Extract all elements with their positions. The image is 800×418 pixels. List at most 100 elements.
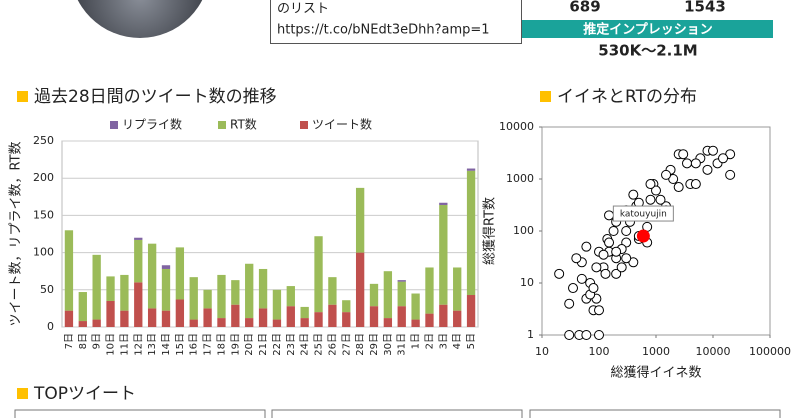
section-title: 過去28日間のツイート数の推移 (34, 87, 277, 107)
point (571, 253, 582, 264)
plot-frame (541, 126, 771, 336)
bar-segment (397, 280, 406, 282)
point (581, 241, 592, 252)
y-tick-label: 10 (520, 276, 534, 289)
legend-label: リプライ数 (122, 117, 182, 132)
x-tick-label: 100000 (749, 345, 791, 358)
bar-segment (439, 202, 448, 205)
x-tick-label: 31日 (397, 333, 408, 356)
bar-segment (411, 319, 420, 327)
section-marker (17, 388, 28, 399)
bar-segment (342, 300, 351, 313)
point (591, 262, 602, 273)
bar-segment (175, 247, 185, 300)
list-box (270, 0, 522, 44)
list-text: のリスト (277, 2, 329, 17)
section-marker (17, 91, 28, 102)
bar-segment (120, 274, 129, 311)
bar-segment (134, 239, 143, 283)
impression-value: 530K～2.1M (598, 42, 697, 60)
bar-segment (466, 295, 476, 327)
bar-segment (314, 236, 323, 313)
list-url: https://t.co/bNEdt3eDhh?amp=1 (277, 23, 490, 38)
bar-segment (369, 283, 379, 307)
point (645, 179, 656, 190)
point (588, 283, 599, 294)
bar-segment (383, 318, 393, 327)
x-tick-label: 7日 (64, 333, 75, 349)
bar-segment (286, 306, 295, 327)
bar-segment (286, 286, 295, 307)
x-tick-label: 10000 (696, 345, 731, 358)
bar-segment (411, 293, 420, 320)
point (564, 330, 575, 340)
impression-label: 推定インプレッション (583, 22, 713, 38)
x-tick-label: 5日 (466, 333, 477, 349)
bar-segment (355, 252, 365, 327)
bar-segment (92, 254, 101, 320)
x-tick-label: 1日 (411, 333, 422, 349)
section-title: TOPツイート (33, 384, 136, 404)
point (598, 249, 609, 260)
bar-segment (203, 308, 212, 327)
x-tick-label: 15日 (175, 333, 186, 356)
bar-segment (397, 281, 406, 307)
x-tick-label: 24日 (300, 333, 311, 356)
bar-segment (203, 289, 212, 309)
point (608, 226, 619, 236)
bar-segment (425, 267, 434, 314)
y-tick-label: 0 (47, 320, 54, 333)
bar-segment (217, 318, 226, 327)
point (682, 158, 693, 169)
x-tick-label: 10日 (106, 333, 117, 356)
bar-segment (397, 306, 406, 327)
point (690, 179, 701, 190)
x-tick-label: 30日 (383, 333, 394, 356)
bar-segment (78, 321, 87, 327)
point (621, 226, 632, 236)
bar-segment (64, 230, 74, 311)
legend-swatch (300, 121, 308, 129)
bar-segment (272, 289, 282, 320)
impression-banner (522, 20, 773, 38)
y-tick-label: 1 (527, 328, 534, 341)
x-tick-label: 23日 (286, 333, 297, 356)
bar-segment (342, 312, 351, 327)
tweet-card (529, 409, 781, 418)
bar-segment (439, 304, 448, 327)
bar-segment (355, 187, 365, 253)
bar-segment (383, 271, 393, 319)
point (554, 268, 565, 279)
bar-segment (453, 267, 462, 311)
x-tick-label: 27日 (341, 333, 352, 356)
bar-segment (245, 318, 254, 327)
point (581, 330, 592, 340)
bar-segment (231, 280, 240, 305)
y-tick-label: 150 (33, 208, 54, 221)
bar-segment (92, 319, 101, 327)
x-tick-label: 29日 (369, 333, 380, 356)
point (661, 169, 672, 180)
bar-segment (161, 310, 171, 327)
x-axis-label: 総獲得イイネ数 (610, 365, 701, 381)
stat: 1543 (684, 0, 726, 16)
annotation-box (612, 205, 674, 222)
x-tick-label: 21日 (258, 333, 269, 356)
y-tick-label: 50 (40, 283, 54, 296)
point (702, 164, 713, 175)
bar-segment (466, 170, 476, 296)
bar-segment (106, 300, 115, 327)
point (621, 253, 632, 264)
y-axis-label: ツイート数，リプライ数，RT数 (9, 141, 24, 326)
point (594, 330, 604, 340)
x-tick-label: 10 (535, 345, 549, 358)
bar-segment (245, 263, 254, 319)
point (611, 246, 622, 257)
point (600, 268, 611, 279)
bar-segment (147, 243, 157, 309)
bar-segment (106, 276, 115, 301)
stat: 689 (569, 0, 600, 16)
y-tick-label: 100 (513, 224, 534, 237)
